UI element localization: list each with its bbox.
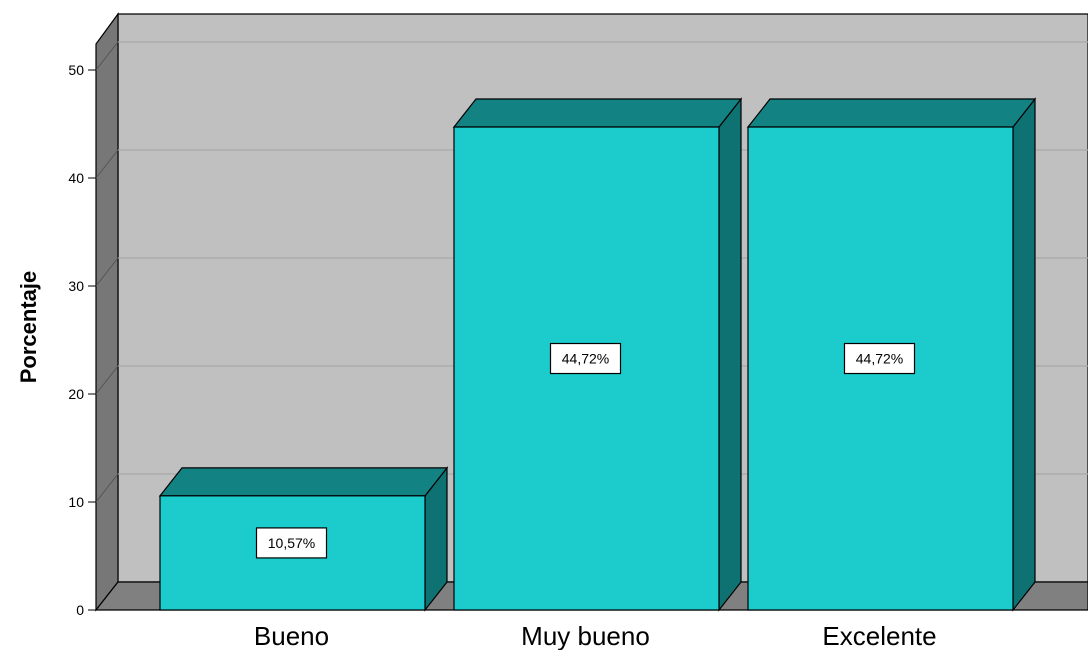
x-tick-label: Excelente [822, 621, 936, 650]
data-label: 44,72% [856, 351, 903, 367]
y-tick-label: 20 [68, 386, 84, 402]
bar-top-face [452, 98, 743, 128]
y-tick-label: 0 [76, 602, 84, 618]
bar: 44,72% [746, 97, 1037, 612]
data-label: 10,57% [268, 535, 315, 551]
data-label: 44,72% [562, 351, 609, 367]
gridline-side [95, 149, 119, 179]
gridline-side [95, 473, 119, 503]
gridline-side [95, 365, 119, 395]
data-label-box [549, 342, 622, 375]
bar-side-face [718, 97, 742, 612]
y-tick-label: 50 [68, 62, 84, 78]
bar: 44,72% [452, 97, 743, 612]
data-label-box [255, 527, 328, 559]
data-label-box [843, 342, 916, 375]
x-axis-labels: Bueno Muy bueno Excelente [254, 621, 937, 650]
y-tick-label: 30 [68, 278, 84, 294]
chart-left-wall [95, 12, 119, 612]
bar: 10,57% [158, 466, 449, 612]
bar-side-face [1012, 97, 1036, 612]
bars: 10,57% 44,72% 44,72% [158, 97, 1037, 612]
gridline-side [95, 257, 119, 287]
bar-top-face [746, 98, 1037, 128]
y-tick-label: 10 [68, 494, 84, 510]
gridline-side [95, 41, 119, 71]
y-axis-label: Porcentaje [16, 271, 41, 384]
y-axis-ticks: 0 10 20 30 40 50 [68, 62, 96, 618]
x-tick-label: Muy bueno [521, 621, 650, 650]
bar-top-face [158, 467, 449, 497]
x-tick-label: Bueno [254, 621, 329, 650]
y-tick-label: 40 [68, 170, 84, 186]
